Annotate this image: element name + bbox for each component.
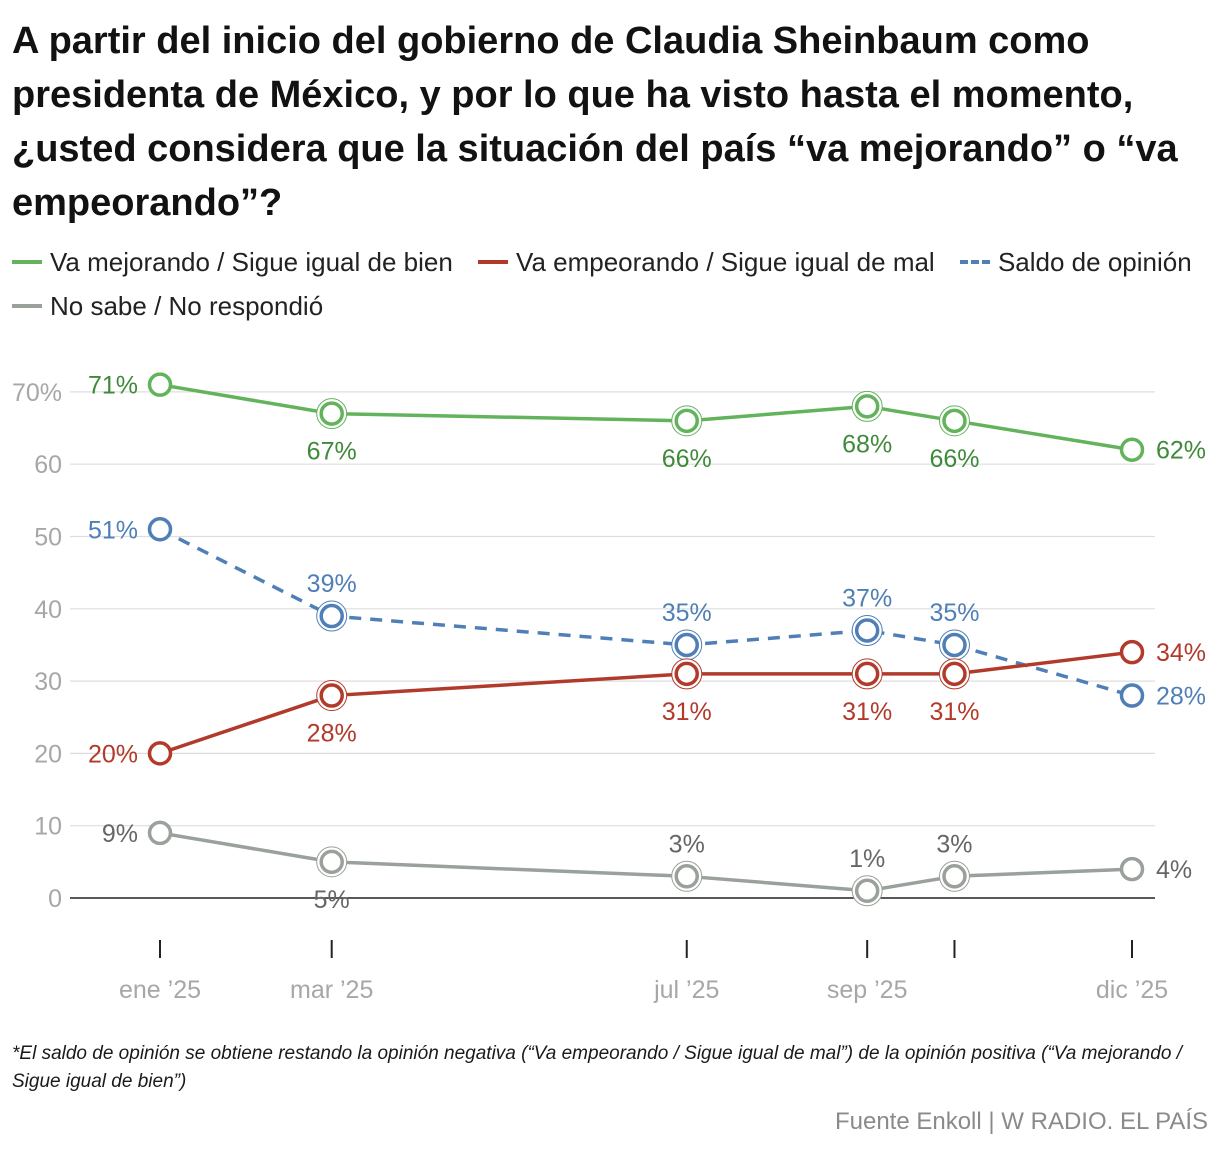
legend-label: Va empeorando / Sigue igual de mal [516, 247, 935, 277]
data-point [147, 372, 173, 397]
legend-swatch [12, 260, 42, 265]
y-tick-label: 40 [34, 596, 62, 624]
x-axis: ene ’25 mar ’25 jul ’25 sep ’25 dic ’25 [119, 940, 1168, 1004]
data-label: 1% [849, 845, 885, 873]
data-point [942, 632, 967, 658]
series-0: 71% 67% 66% 68% 66% 62% [88, 372, 1206, 473]
data-point [319, 683, 344, 708]
footnote: *El saldo de opinión se obtiene restando… [12, 1043, 1182, 1092]
data-label: 31% [662, 698, 712, 726]
data-label: 51% [88, 516, 138, 544]
data-label: 66% [662, 445, 712, 473]
legend: Va mejorando / Sigue igual de bien Va em… [12, 240, 1212, 328]
data-point [674, 661, 699, 687]
legend-swatch [959, 260, 990, 265]
x-tick-label: jul ’25 [653, 976, 719, 1004]
data-point [854, 394, 880, 419]
x-tick-label: dic ’25 [1096, 976, 1168, 1004]
legend-swatch [12, 304, 42, 309]
data-point [854, 618, 880, 643]
data-point [1119, 639, 1145, 665]
data-point [942, 661, 967, 687]
data-label: 37% [842, 584, 892, 612]
data-point [854, 878, 880, 904]
legend-label: Va mejorando / Sigue igual de bien [50, 247, 453, 277]
y-tick-label: 60 [34, 451, 62, 479]
grid [70, 391, 1155, 899]
data-label: 71% [88, 372, 138, 400]
data-point [147, 820, 173, 846]
data-label: 62% [1156, 437, 1206, 465]
data-point [942, 864, 967, 889]
data-point [147, 741, 173, 766]
data-point [1119, 856, 1145, 882]
x-tick-label: ene ’25 [119, 976, 201, 1004]
data-label: 31% [842, 698, 892, 726]
series-line [159, 382, 1133, 452]
data-point [319, 849, 344, 875]
series-1: 51% 39% 35% 37% 35% 28% [88, 516, 1206, 710]
data-label: 28% [1156, 683, 1206, 711]
data-label: 35% [662, 599, 712, 627]
legend-label: No sabe / No respondió [50, 291, 324, 321]
series-line [159, 650, 1133, 756]
data-point [319, 603, 344, 629]
y-axis: 70% 60 50 40 30 20 10 0 [12, 379, 62, 913]
series-3: 9% 5% 3% 1% 3% 4% [102, 820, 1192, 914]
data-label: 67% [307, 438, 357, 466]
data-point [854, 661, 880, 687]
series-line [159, 527, 1133, 698]
y-tick-label: 0 [48, 885, 62, 913]
series-line [159, 831, 1133, 893]
data-label: 28% [307, 720, 357, 748]
data-point [674, 864, 699, 889]
data-label: 34% [1156, 639, 1206, 667]
data-point [674, 408, 699, 434]
data-point [942, 408, 967, 434]
y-tick-label: 50 [34, 524, 62, 552]
data-label: 66% [929, 445, 979, 473]
x-tick-label: mar ’25 [290, 976, 373, 1004]
data-point [319, 401, 344, 426]
data-label: 4% [1156, 856, 1192, 884]
legend-item-no-sabe: No sabe / No respondió [12, 291, 323, 321]
x-tick-label: sep ’25 [827, 976, 908, 1004]
legend-item-mejorando: Va mejorando / Sigue igual de bien [12, 247, 453, 277]
data-label: 9% [102, 820, 138, 848]
legend-swatch [478, 260, 509, 265]
y-tick-label: 70% [12, 379, 62, 407]
source-credit: Fuente Enkoll | W RADIO. EL PAÍS [834, 1108, 1208, 1135]
legend-label: Saldo de opinión [997, 247, 1192, 277]
legend-item-saldo: Saldo de opinión [959, 247, 1192, 277]
data-label: 3% [669, 830, 705, 858]
data-label: 20% [88, 740, 138, 768]
data-label: 68% [842, 430, 892, 458]
series-2: 20% 28% 31% 31% 31% 34% [88, 639, 1206, 768]
data-label: 35% [929, 599, 979, 627]
y-tick-label: 30 [34, 668, 62, 696]
data-point [1119, 683, 1145, 708]
line-chart: 70% 60 50 40 30 20 10 0 ene ’25 mar ’25 jul ’25 se… [12, 372, 1206, 1004]
data-label: 39% [307, 570, 357, 598]
chart-title: A partir del inicio del gobierno de Clau… [12, 20, 1178, 224]
data-label: 5% [314, 886, 350, 914]
legend-item-empeorando: Va empeorando / Sigue igual de mal [478, 247, 935, 277]
data-label: 3% [936, 830, 972, 858]
y-tick-label: 20 [34, 740, 62, 768]
data-point [147, 517, 173, 542]
data-point [674, 632, 699, 658]
series-group: 71%67% 66%68%66% 62%51%39%35%37%35%28%20%2… [88, 372, 1206, 914]
data-label: 31% [929, 698, 979, 726]
y-tick-label: 10 [34, 813, 62, 841]
data-point [1119, 437, 1145, 462]
